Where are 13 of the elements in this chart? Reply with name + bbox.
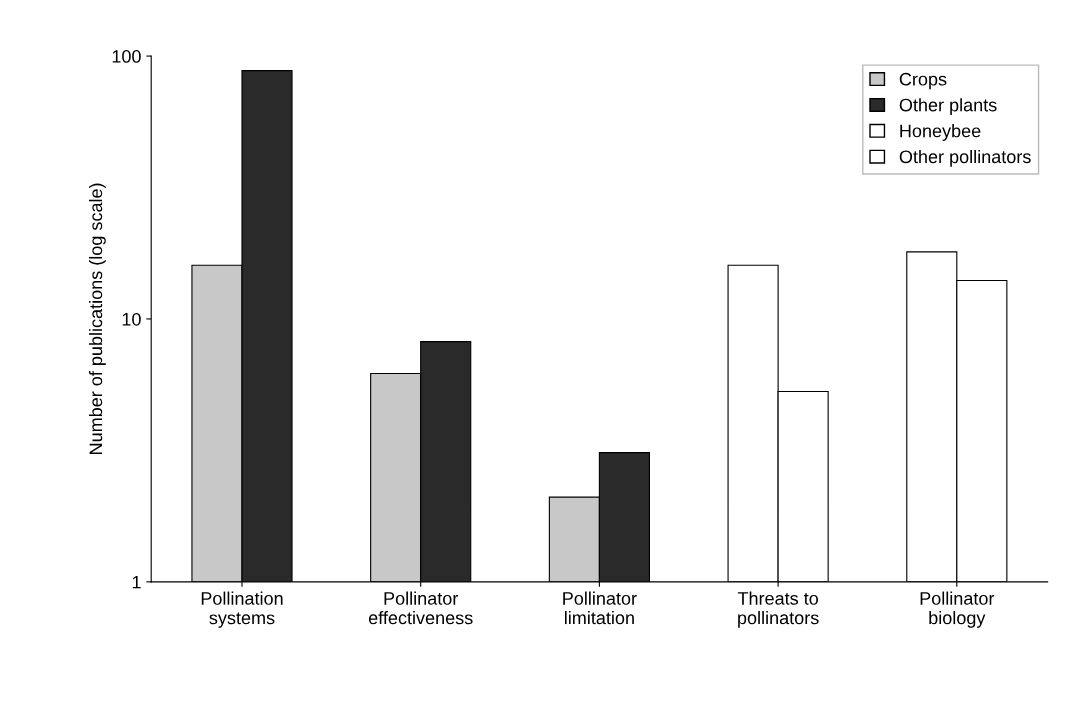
y-tick-label: 100	[112, 50, 141, 63]
legend-label: Other plants	[899, 98, 997, 116]
y-tick-label: 10	[122, 312, 141, 326]
x-tick-label: Pollinator limitation	[563, 591, 637, 625]
legend-label: Other pollinators	[899, 149, 1031, 167]
x-tick-label: Pollination systems	[201, 591, 283, 628]
legend-label: Honeybee	[900, 124, 981, 141]
x-tick-label: Pollinator biology	[920, 591, 995, 628]
x-tick-label: Threats to pollinators	[737, 591, 819, 628]
legend-label: Crops	[899, 72, 947, 90]
x-tick-label: Pollinator effectiveness	[368, 591, 473, 625]
y-axis-title: Number of publications (log scale)	[88, 183, 106, 454]
y-tick-label: 1	[132, 575, 141, 589]
